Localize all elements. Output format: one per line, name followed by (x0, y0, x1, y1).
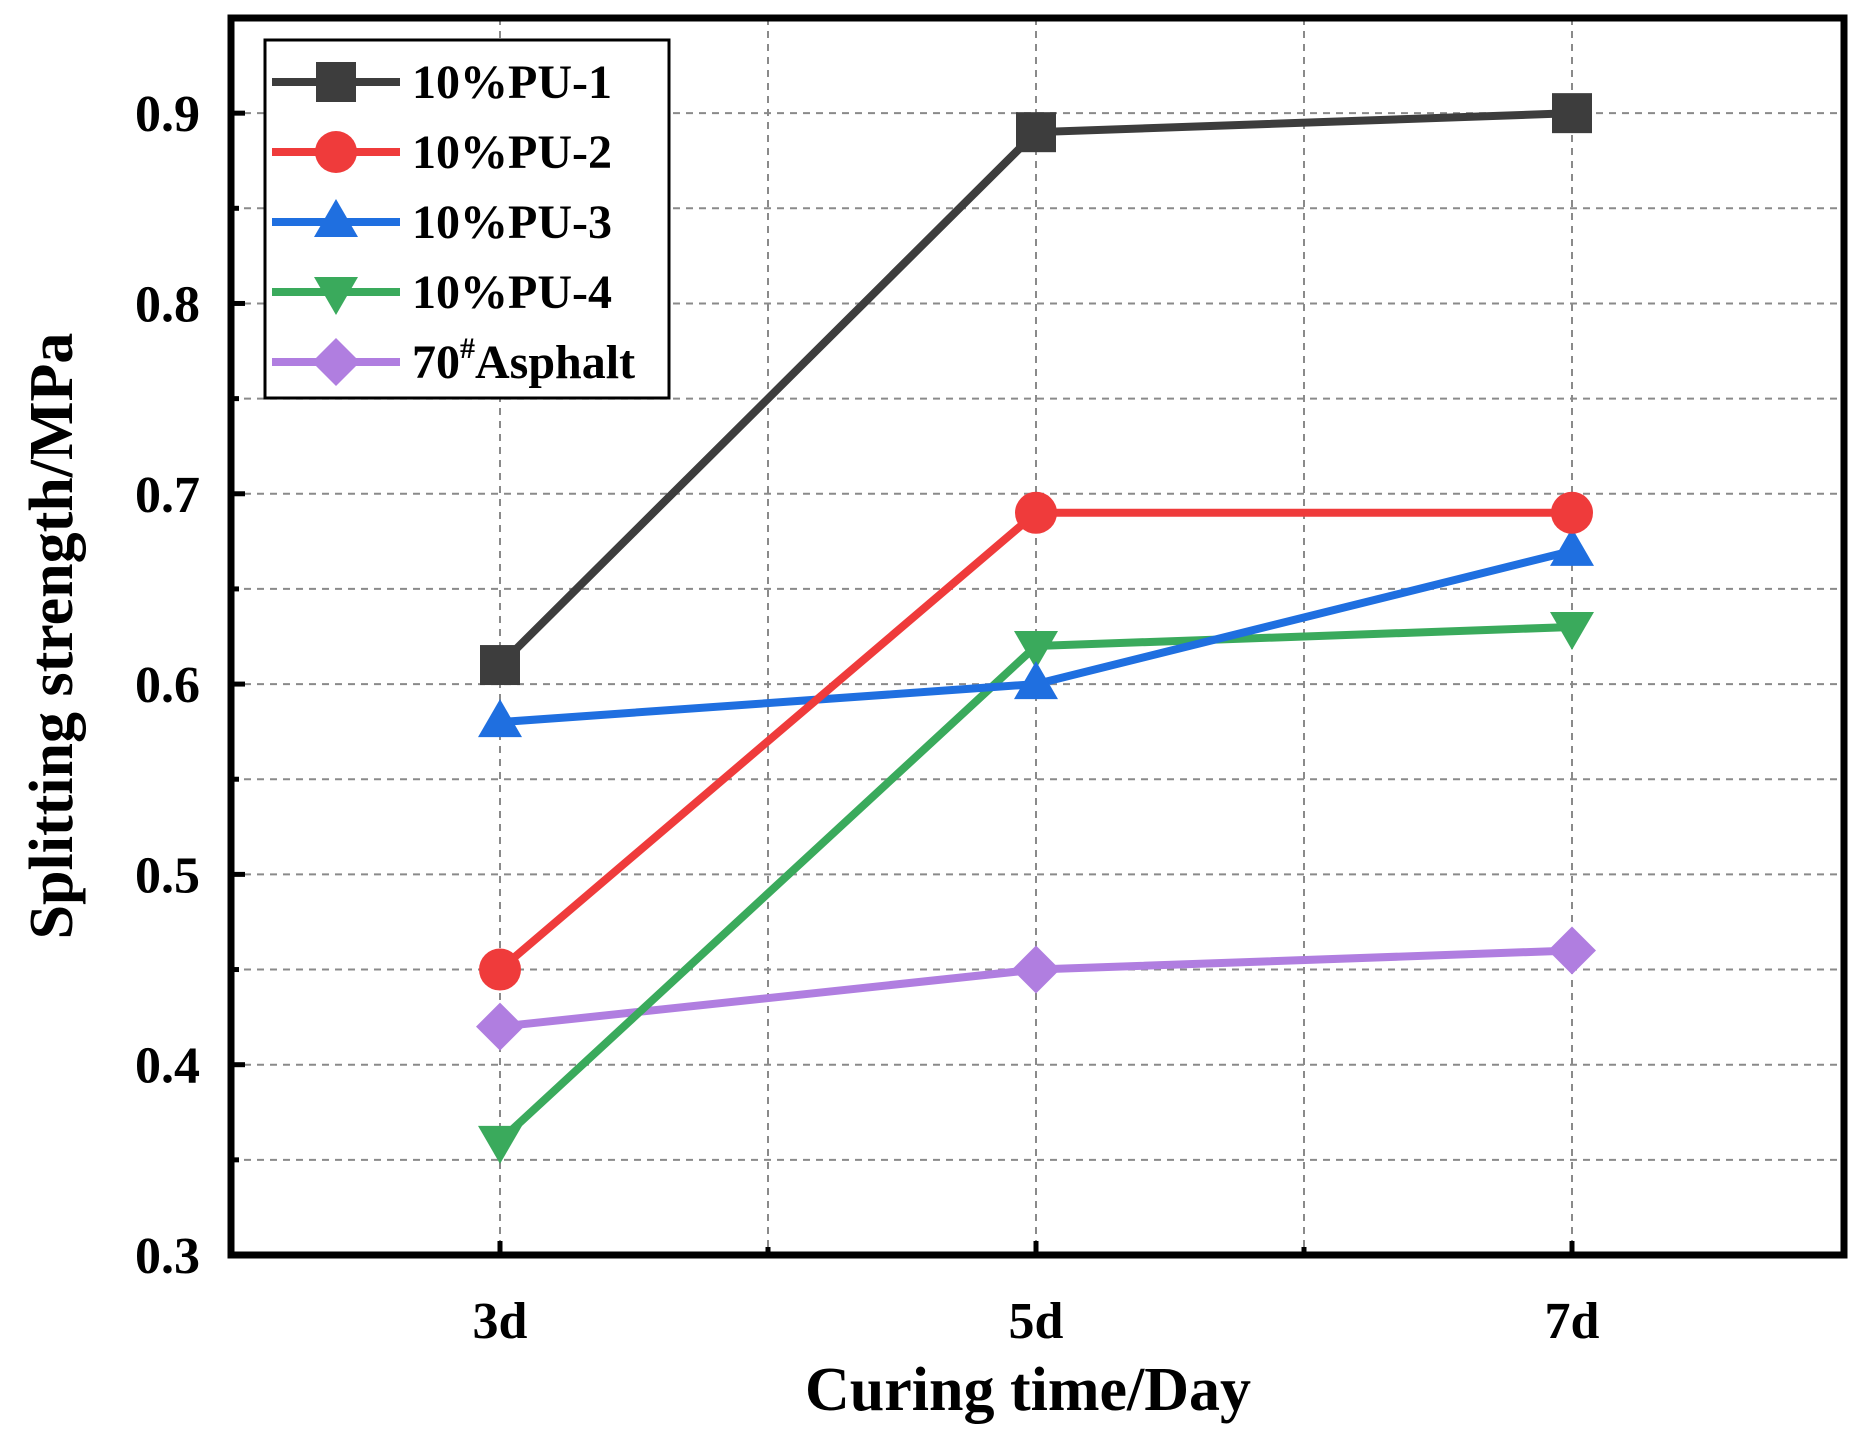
data-point-marker (476, 1002, 524, 1051)
x-tick-label: 5d (1009, 1293, 1064, 1350)
data-point-marker (478, 1125, 522, 1164)
y-tick-label: 0.5 (135, 847, 200, 904)
series-group (476, 93, 1596, 1164)
x-tick-label: 7d (1545, 1293, 1600, 1350)
data-point-marker (1552, 93, 1592, 134)
legend: 10%PU-1 10%PU-2 10%PU-3 10%PU-4 70#Asphalt (263, 38, 671, 400)
legend-marker (312, 338, 360, 386)
legend-label: 10%PU-2 (412, 126, 612, 179)
legend-marker (315, 131, 357, 173)
y-tick-label: 0.6 (135, 657, 200, 714)
legend-label: 10%PU-4 (412, 266, 612, 319)
data-point-marker (1014, 661, 1058, 700)
x-axis-title: Curing time/Day (805, 1356, 1251, 1424)
y-tick-label: 0.8 (135, 276, 200, 333)
data-point-marker (1550, 611, 1594, 650)
data-point-marker (480, 645, 520, 686)
y-tick-label: 0.9 (135, 86, 200, 143)
data-point-marker (479, 948, 521, 991)
axis-ticks (231, 15, 1575, 1258)
data-point-marker (1548, 926, 1596, 975)
legend-marker (314, 199, 358, 237)
y-axis-title: Splitting strength/MPa (18, 333, 86, 940)
y-tick-label: 0.4 (135, 1038, 200, 1095)
y-tick-label: 0.7 (135, 467, 200, 524)
data-point-marker (1012, 945, 1060, 994)
data-point-marker (478, 699, 522, 738)
data-point-marker (1551, 491, 1593, 534)
legend-label: 10%PU-3 (412, 196, 612, 249)
y-tick-label: 0.3 (135, 1228, 200, 1285)
data-point-marker (1014, 631, 1058, 670)
x-tick-label: 3d (473, 1293, 528, 1350)
axis-labels: 0.3 0.4 0.5 0.6 0.7 0.8 0.9 3d 5d 7d (135, 86, 1600, 1350)
data-point-marker (1015, 491, 1057, 534)
legend-label: 70#Asphalt (412, 332, 635, 389)
legend-label: 10%PU-1 (412, 56, 612, 109)
data-point-marker (1550, 527, 1594, 566)
data-point-marker (1016, 112, 1056, 153)
legend-marker (314, 277, 358, 315)
legend-marker (316, 62, 356, 102)
